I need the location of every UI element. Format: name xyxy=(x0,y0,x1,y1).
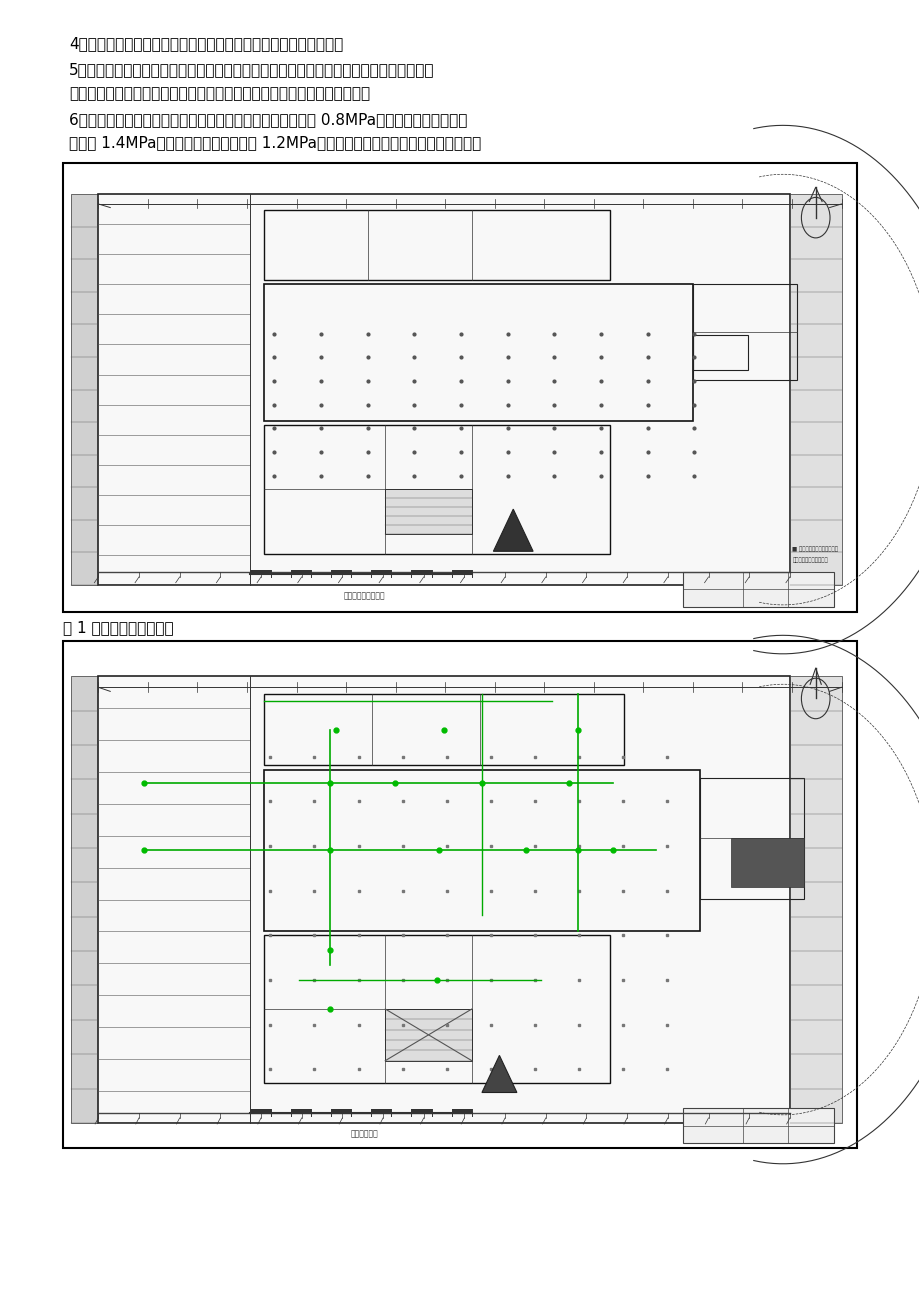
Bar xyxy=(411,1109,431,1113)
Bar xyxy=(71,194,98,585)
Bar xyxy=(264,210,609,280)
Bar xyxy=(692,284,796,380)
Bar xyxy=(250,1109,270,1113)
Bar xyxy=(385,490,471,534)
Bar xyxy=(98,194,789,585)
Bar xyxy=(264,284,692,421)
Text: 临时用电线路及照明设施: 临时用电线路及照明设施 xyxy=(791,557,827,562)
Bar xyxy=(731,838,803,887)
Bar xyxy=(264,694,623,766)
Bar xyxy=(264,769,699,931)
Text: 管沟临时照明平面图: 管沟临时照明平面图 xyxy=(344,591,385,600)
Text: 5．所有保温材料的强度、密度、导热系数、规格、及保温做法应符合设计要求及施工规范: 5．所有保温材料的强度、密度、导热系数、规格、及保温做法应符合设计要求及施工规范 xyxy=(69,62,434,78)
Bar xyxy=(62,641,857,1148)
Polygon shape xyxy=(482,1056,516,1092)
Bar xyxy=(62,163,857,612)
Bar xyxy=(451,1109,471,1113)
Text: ■ 管沟临时照明设施，管沟内: ■ 管沟临时照明设施，管沟内 xyxy=(791,546,837,552)
Bar xyxy=(789,194,841,585)
Text: 4．管道安装时应合理布置，并注意安装顺序，避免不必要的返工。: 4．管道安装时应合理布置，并注意安装顺序，避免不必要的返工。 xyxy=(69,36,343,52)
Bar xyxy=(411,570,431,574)
Bar xyxy=(451,570,471,574)
Bar xyxy=(789,676,841,1122)
Bar xyxy=(699,779,803,898)
Bar xyxy=(250,570,270,574)
Bar xyxy=(331,1109,351,1113)
Polygon shape xyxy=(493,509,532,551)
Text: 图 1 管沟临时照明平面图: 图 1 管沟临时照明平面图 xyxy=(62,620,173,635)
Bar xyxy=(682,1108,833,1143)
Bar xyxy=(290,570,311,574)
Text: 验压力 1.4MPa。空调水管道试验压力为 1.2MPa。具体试验方法参照相应专业施工规范。: 验压力 1.4MPa。空调水管道试验压力为 1.2MPa。具体试验方法参照相应专… xyxy=(69,135,481,151)
Bar xyxy=(98,676,789,1122)
Bar xyxy=(370,570,391,574)
Bar xyxy=(264,935,609,1083)
Bar xyxy=(682,572,833,608)
Bar xyxy=(290,1109,311,1113)
Text: 6．管道试压按系统分段进行。本工程生活给水管道试验压力 0.8MPa，消火栓、喷淋管道试: 6．管道试压按系统分段进行。本工程生活给水管道试验压力 0.8MPa，消火栓、喷… xyxy=(69,112,467,128)
Bar xyxy=(71,676,98,1122)
Bar xyxy=(264,424,609,553)
Bar xyxy=(385,1009,471,1061)
Bar xyxy=(331,570,351,574)
Text: 给排水平面图: 给排水平面图 xyxy=(350,1129,378,1138)
Bar xyxy=(370,1109,391,1113)
Bar xyxy=(692,335,747,370)
Text: 的规定，保温层表面平整，做法正确，搭茬合理，封口严密无空鼓及松动。: 的规定，保温层表面平整，做法正确，搭茬合理，封口严密无空鼓及松动。 xyxy=(69,86,369,102)
